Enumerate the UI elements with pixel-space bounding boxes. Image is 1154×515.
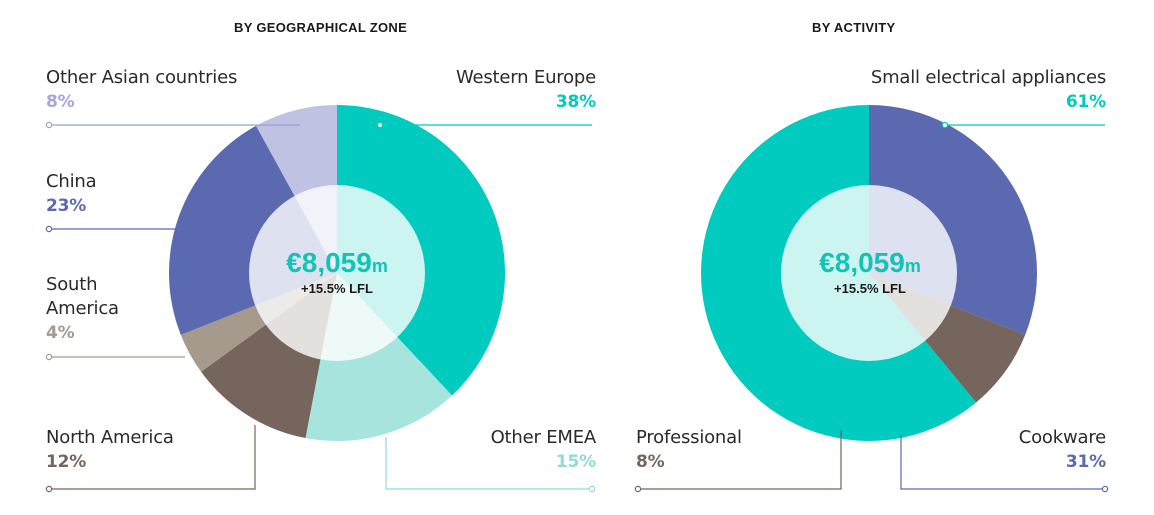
center-total-activity: €8,059m +15.5% LFL	[770, 247, 970, 297]
chart-title-activity: BY ACTIVITY	[812, 20, 896, 35]
label-name: Other EMEA	[490, 427, 597, 448]
chart-title-geographical-zone: BY GEOGRAPHICAL ZONE	[234, 20, 408, 35]
label-other-emea: Other EMEA 15%	[490, 426, 597, 474]
center-growth: +15.5% LFL	[834, 281, 906, 296]
pie-geographical-zone	[169, 105, 505, 442]
label-value: 31%	[1065, 452, 1106, 472]
label-value: 4%	[46, 323, 75, 343]
label-western-europe: Western Europe 38%	[456, 66, 596, 114]
label-north-america: North America 12%	[46, 426, 174, 474]
leader-cookware-dot	[1101, 485, 1109, 493]
center-unit: m	[904, 256, 921, 276]
label-name: China	[46, 171, 97, 192]
label-name: Cookware	[1018, 427, 1106, 448]
label-china: China 23%	[46, 170, 97, 218]
leader-small-electrical-appliances-dot	[941, 121, 949, 129]
label-professional: Professional 8%	[636, 426, 742, 474]
label-value: 15%	[555, 452, 596, 472]
center-growth: +15.5% LFL	[301, 281, 373, 296]
label-value: 23%	[46, 196, 87, 216]
label-name: Professional	[636, 427, 742, 448]
leader-cookware	[900, 435, 1105, 490]
label-south-america: South America 4%	[46, 273, 136, 345]
label-name: North America	[46, 427, 174, 448]
leader-professional-dot	[634, 485, 642, 493]
leader-western-europe-dot	[376, 121, 384, 129]
label-value: 8%	[636, 452, 665, 472]
label-name: Western Europe	[455, 67, 596, 88]
leader-north-america	[49, 425, 256, 490]
leader-south-america-dot	[45, 353, 53, 361]
label-name: Other Asian countries	[46, 67, 238, 88]
center-amount: €8,059	[819, 247, 905, 278]
pie-center-hole	[781, 185, 957, 361]
label-value: 61%	[1065, 92, 1106, 112]
pie-activity	[700, 105, 1037, 442]
label-value: 12%	[46, 452, 87, 472]
center-total-geo: €8,059m +15.5% LFL	[237, 247, 437, 297]
center-unit: m	[371, 256, 388, 276]
label-value: 38%	[555, 92, 596, 112]
leader-professional	[638, 430, 842, 490]
leader-other-asian-countries-dot	[45, 121, 53, 129]
leader-other-emea	[385, 437, 592, 490]
center-amount: €8,059	[286, 247, 372, 278]
leader-other-emea-dot	[588, 485, 596, 493]
leader-lines	[45, 121, 1109, 493]
pie-center-hole	[249, 185, 425, 361]
leader-north-america-dot	[45, 485, 53, 493]
label-cookware: Cookware 31%	[1019, 426, 1106, 474]
label-other-asian-countries: Other Asian countries 8%	[46, 66, 237, 114]
label-name: Small electrical appliances	[870, 67, 1106, 88]
label-value: 8%	[46, 92, 75, 112]
label-name: South America	[46, 274, 119, 319]
label-small-electrical-appliances: Small electrical appliances 61%	[871, 66, 1106, 114]
leader-china-dot	[45, 225, 53, 233]
